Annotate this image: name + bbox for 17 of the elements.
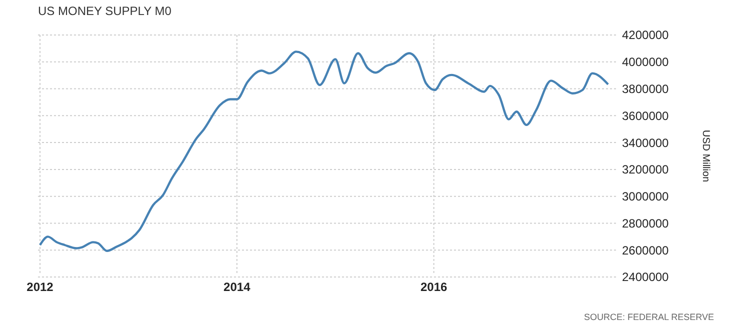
y-tick-label: 3200000 xyxy=(622,162,670,177)
y-tick-label: 2400000 xyxy=(622,270,670,284)
y-tick-label: 4200000 xyxy=(622,28,670,42)
source-note: SOURCE: FEDERAL RESERVE xyxy=(584,312,714,322)
y-tick-label: 3800000 xyxy=(622,82,670,96)
y-tick-label: 4000000 xyxy=(622,55,670,70)
line-series xyxy=(38,50,610,252)
y-axis-title: USD Million xyxy=(700,130,711,182)
y-tick-label: 3000000 xyxy=(622,190,670,204)
chart-title: US MONEY SUPPLY M0 xyxy=(38,4,172,18)
x-tick-label: 2014 xyxy=(224,280,251,294)
y-tick-label: 2800000 xyxy=(622,216,670,230)
x-tick-label: 2016 xyxy=(420,280,448,294)
x-tick-label: 2012 xyxy=(26,280,54,294)
y-tick-label: 2600000 xyxy=(622,243,670,258)
y-tick-label: 3400000 xyxy=(622,136,670,150)
y-tick-label: 3600000 xyxy=(622,108,670,123)
